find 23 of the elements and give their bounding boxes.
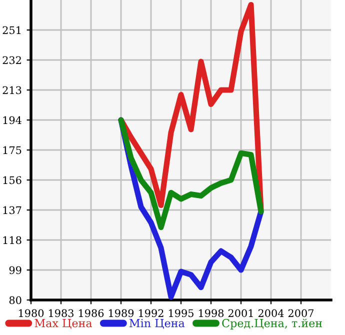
x-tick-label: 1989 — [109, 309, 134, 318]
legend-label: Max Цена — [34, 319, 92, 329]
legend-label: Сред.Цена, т.йен — [222, 318, 322, 330]
x-tick-label: 2007 — [288, 309, 314, 318]
x-tick-label: 2001 — [228, 309, 253, 318]
y-tick-label: 175 — [3, 146, 22, 154]
y-tick-label: 194 — [3, 116, 22, 124]
x-tick-label: 1992 — [139, 309, 164, 318]
y-tick-label: 137 — [3, 206, 22, 214]
y-tick-label: 251 — [2, 26, 20, 34]
y-tick-label: 118 — [3, 236, 22, 244]
x-tick-label: 1980 — [19, 309, 44, 318]
y-tick-label: 99 — [9, 266, 22, 274]
y-tick-label: 80 — [9, 296, 22, 304]
x-tick-label: 1998 — [199, 309, 224, 318]
legend-label: Min Цена — [130, 318, 185, 329]
x-tick-label: 2004 — [258, 309, 284, 318]
y-tick-label: 156 — [3, 176, 22, 184]
x-tick-label: 1983 — [49, 309, 74, 318]
x-tick-label: 1986 — [79, 309, 104, 318]
x-tick-label: 1995 — [169, 309, 194, 318]
y-tick-label: 232 — [2, 56, 21, 64]
y-tick-label: 213 — [2, 86, 22, 94]
